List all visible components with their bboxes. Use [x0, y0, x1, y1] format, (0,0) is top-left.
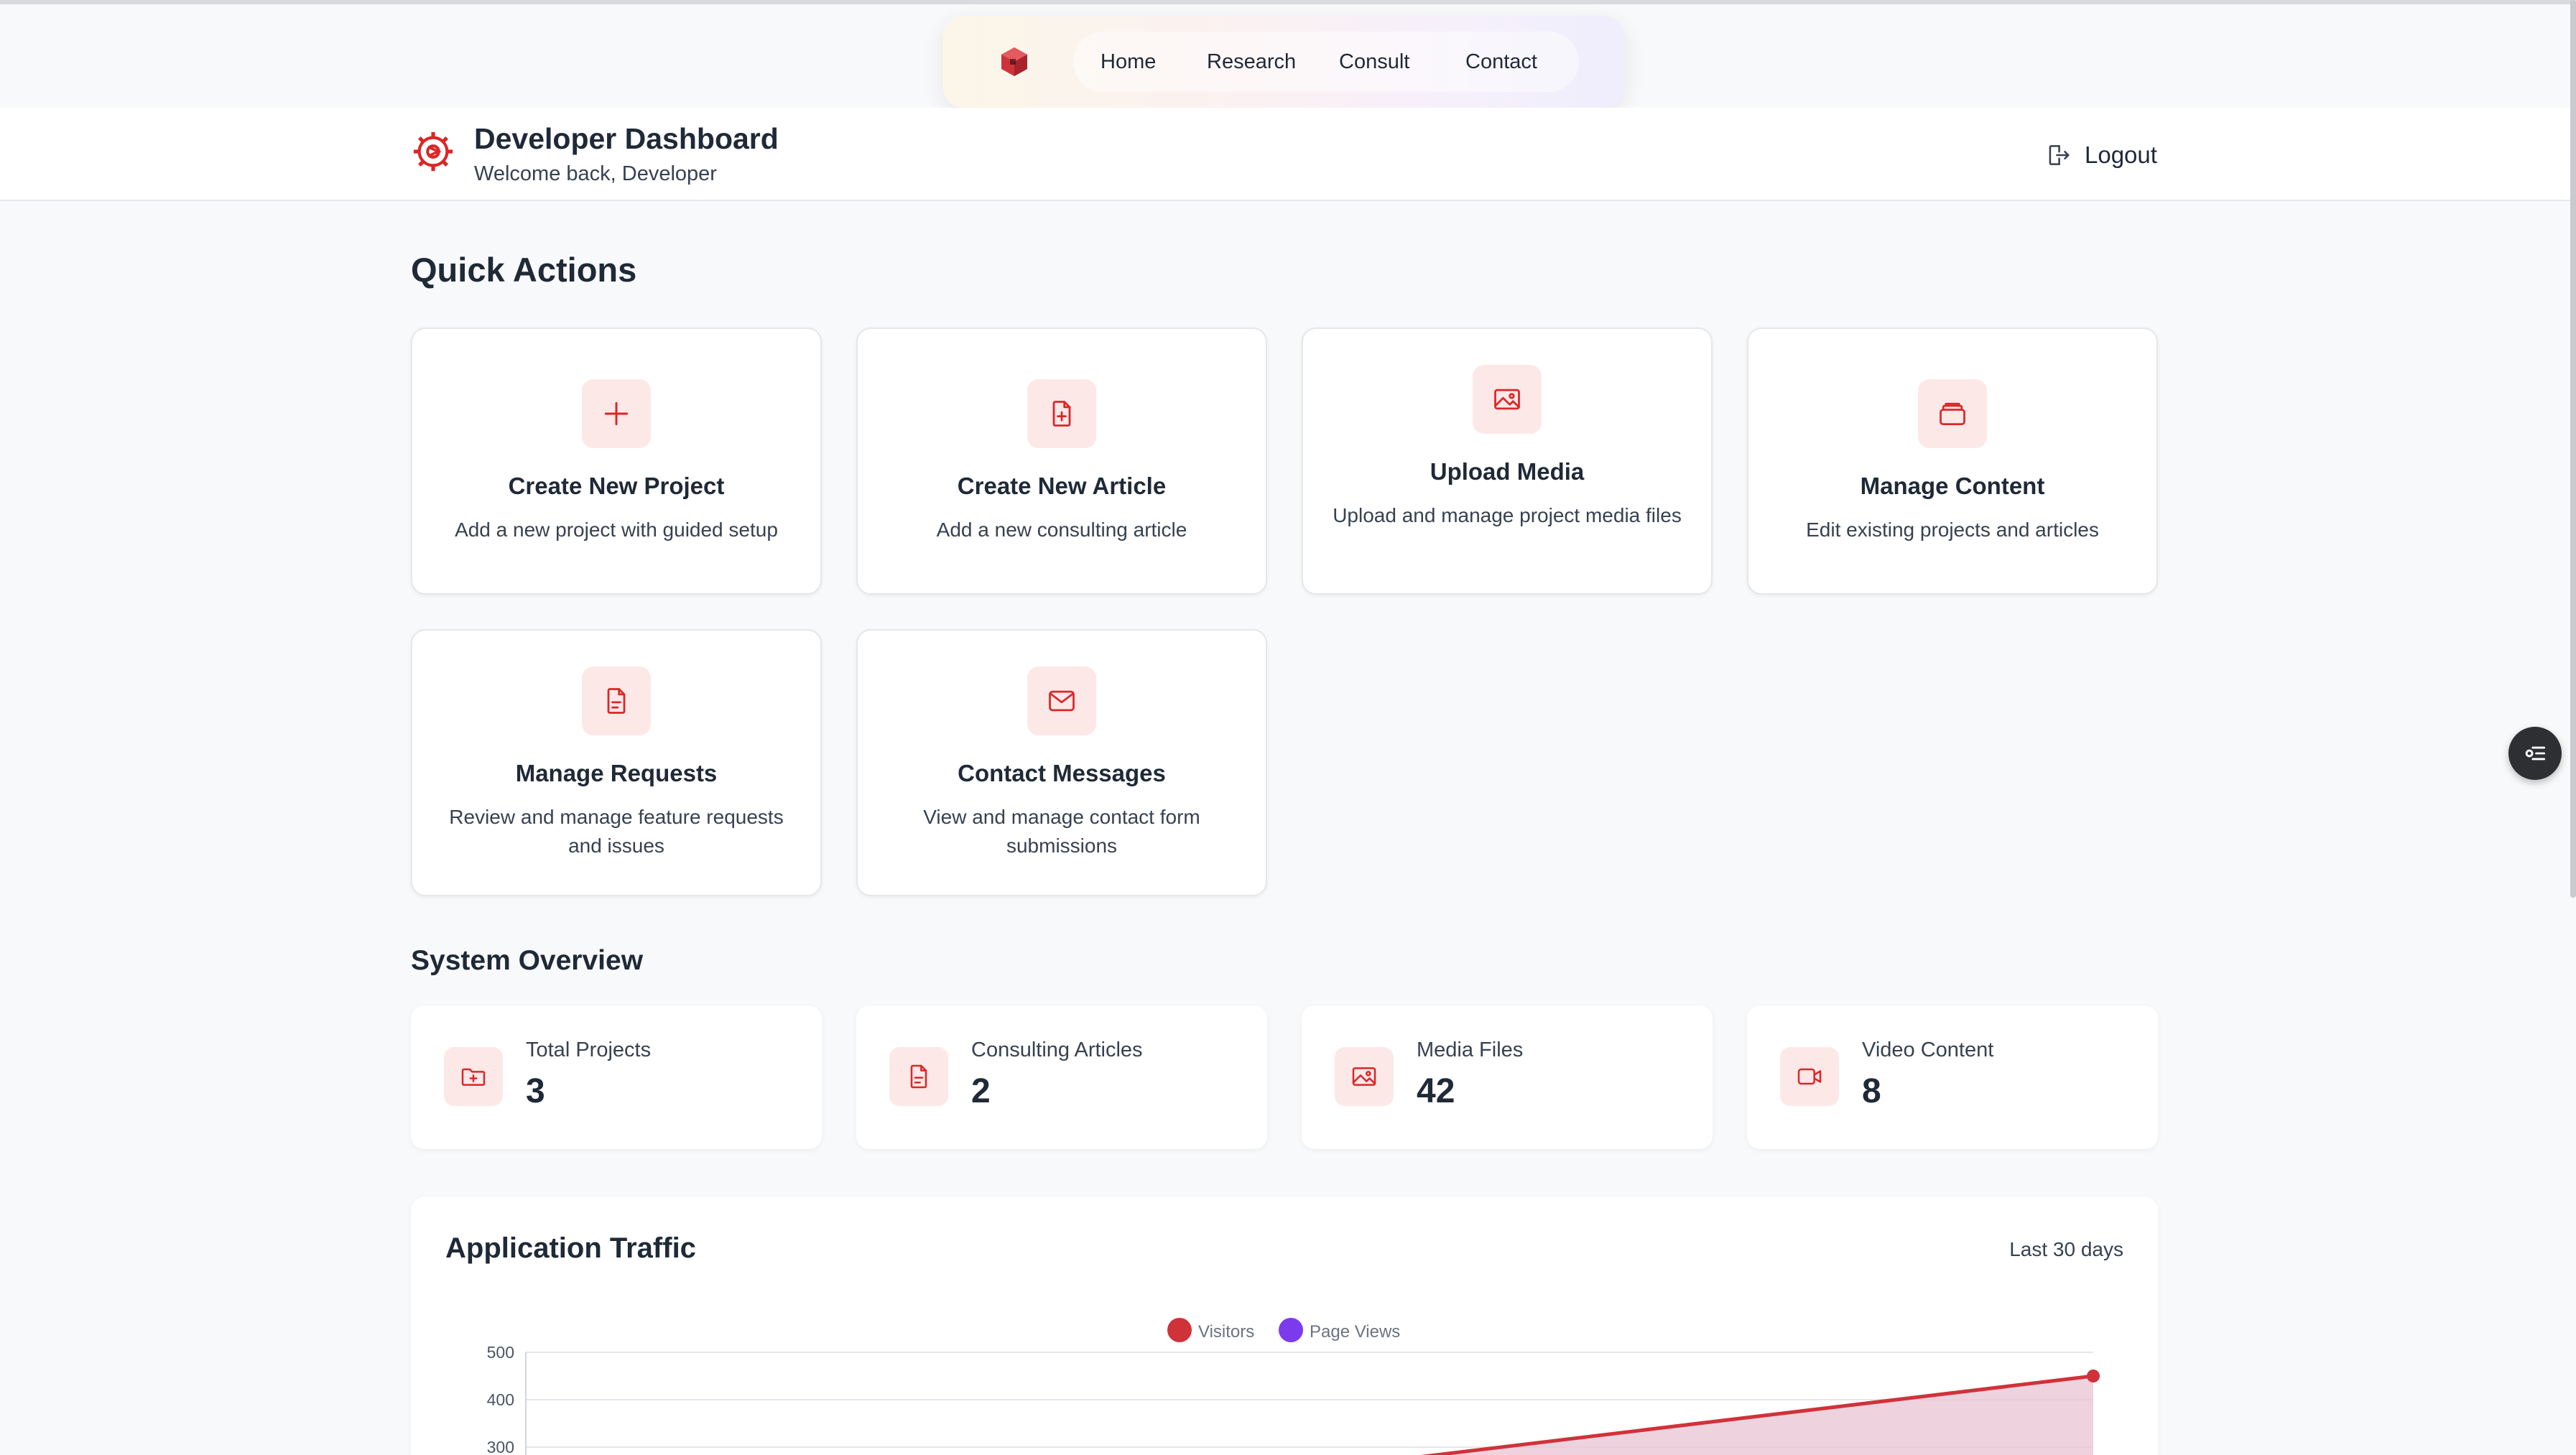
stat-value: 2: [971, 1072, 991, 1110]
card-title: Manage Content: [1860, 473, 2045, 499]
contact-messages-card[interactable]: Contact Messages View and manage contact…: [856, 629, 1267, 896]
page-title: Developer Dashboard: [474, 122, 779, 155]
traffic-panel: Application Traffic Last 30 days Visitor…: [411, 1196, 2158, 1455]
legend-label: Visitors: [1198, 1322, 1254, 1342]
card-title: Create New Article: [957, 473, 1167, 499]
gear-icon: [411, 129, 455, 174]
welcome-text: Welcome back, Developer: [474, 162, 717, 185]
stat-label: Media Files: [1417, 1038, 1524, 1061]
image-icon: [1473, 365, 1542, 434]
card-description: Add a new project with guided setup: [455, 519, 778, 541]
list-settings-button[interactable]: [2508, 727, 2562, 780]
card-description: Review and manage feature requests and i…: [449, 806, 784, 857]
visitors-point: [2087, 1370, 2100, 1382]
nav-link-research[interactable]: Research: [1207, 50, 1297, 73]
nav-link-contact[interactable]: Contact: [1465, 50, 1537, 73]
cube-logo-icon[interactable]: [997, 45, 1032, 79]
stat-label: Total Projects: [526, 1038, 652, 1061]
page-scrollbar[interactable]: [2570, 0, 2576, 898]
card-title: Contact Messages: [958, 760, 1166, 786]
card-description: Edit existing projects and articles: [1806, 519, 2099, 541]
top-navbar: Home Research Consult Contact: [942, 16, 1625, 108]
stat-label: Video Content: [1862, 1038, 1994, 1061]
file-text-icon: [889, 1047, 948, 1106]
system-overview-title: System Overview: [411, 945, 644, 976]
mail-icon: [1027, 666, 1096, 735]
stat-value: 42: [1417, 1072, 1455, 1110]
traffic-title: Application Traffic: [445, 1232, 696, 1264]
stat-label: Consulting Articles: [971, 1038, 1143, 1061]
manage-content-card[interactable]: Manage Content Edit existing projects an…: [1747, 327, 2158, 595]
y-tick-label: 300: [487, 1438, 514, 1455]
card-description: View and manage contact form submissions: [923, 806, 1200, 857]
visitors-line: [1420, 1374, 2094, 1455]
card-title: Manage Requests: [515, 760, 718, 786]
file-text-icon: [582, 666, 651, 735]
nav-links: Home Research Consult Contact: [1073, 32, 1579, 92]
top-border: [0, 0, 2576, 4]
card-title: Upload Media: [1430, 458, 1585, 485]
logout-button[interactable]: Logout: [2044, 139, 2157, 171]
y-tick-label: 400: [487, 1390, 514, 1409]
create-project-card[interactable]: Create New Project Add a new project wit…: [411, 327, 822, 595]
card-description: Upload and manage project media files: [1333, 504, 1682, 526]
stat-value: 8: [1862, 1072, 1881, 1110]
quick-actions-title: Quick Actions: [411, 251, 637, 289]
list-settings-icon: [2525, 746, 2546, 761]
legend-swatch: [1279, 1318, 1303, 1342]
traffic-range[interactable]: Last 30 days: [2009, 1238, 2123, 1260]
logout-icon: [2049, 145, 2070, 165]
plus-icon: [582, 379, 651, 448]
stat-media-files: Media Files 42: [1302, 1005, 1713, 1149]
card-description: Add a new consulting article: [936, 519, 1187, 541]
dashboard-header: Developer Dashboard Welcome back, Develo…: [0, 108, 2576, 201]
folder-plus-icon: [444, 1047, 503, 1106]
stat-consulting-articles: Consulting Articles 2: [856, 1005, 1267, 1149]
create-article-card[interactable]: Create New Article Add a new consulting …: [856, 327, 1267, 595]
file-plus-icon: [1027, 379, 1096, 448]
y-tick-label: 500: [487, 1343, 514, 1362]
archive-icon: [1918, 379, 1987, 448]
video-icon: [1780, 1047, 1839, 1106]
logout-label: Logout: [2085, 141, 2157, 168]
card-title: Create New Project: [508, 473, 725, 499]
stat-value: 3: [526, 1072, 545, 1110]
image-icon: [1335, 1047, 1394, 1106]
nav-link-home[interactable]: Home: [1101, 50, 1157, 73]
nav-link-consult[interactable]: Consult: [1339, 50, 1410, 73]
visitors-area: [1435, 1376, 2093, 1455]
stat-video-content: Video Content 8: [1747, 1005, 2158, 1149]
upload-media-card[interactable]: Upload Media Upload and manage project m…: [1302, 327, 1713, 595]
stat-total-projects: Total Projects 3: [411, 1005, 822, 1149]
manage-requests-card[interactable]: Manage Requests Review and manage featur…: [411, 629, 822, 896]
legend-label: Page Views: [1310, 1322, 1400, 1342]
legend-swatch: [1167, 1318, 1192, 1342]
